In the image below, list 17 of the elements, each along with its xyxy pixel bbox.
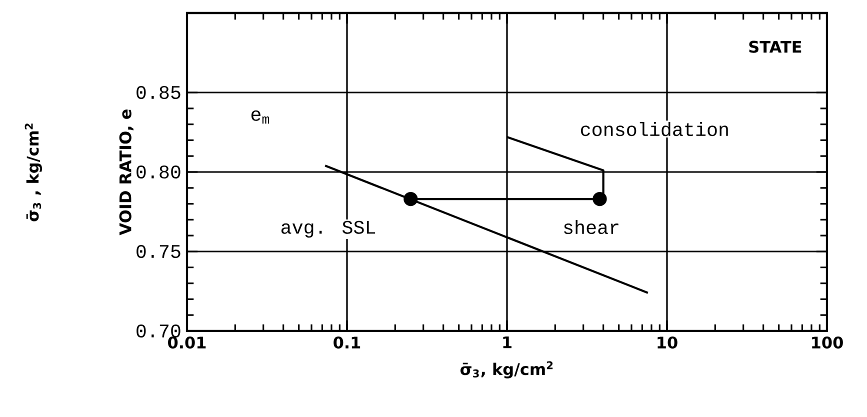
y-tick-label: 0.70 — [136, 324, 180, 338]
y-tick-label: 0.85 — [136, 86, 180, 100]
annotation: STATE — [749, 40, 802, 53]
y-tick-label: 0.75 — [136, 244, 180, 258]
x-tick-label: 100 — [812, 336, 843, 349]
x-tick-label: 0.1 — [334, 336, 360, 349]
x-tick-label: 10 — [658, 336, 678, 349]
y-axis-title: VOID RATIO, e — [119, 109, 134, 236]
x-tick-label: 0.01 — [168, 336, 206, 349]
annotation: avg. SSL — [281, 220, 376, 238]
annotation: e$_{m}$ — [251, 110, 270, 124]
y-tick-label: 0.80 — [136, 165, 180, 179]
annotation: consolidation — [581, 122, 728, 136]
x-axis-title: σ̄$_{3}$, kg/cm$^{2}$ — [460, 361, 553, 378]
x-tick-label: 1 — [503, 336, 512, 348]
text: σ̄$_{3}$ , kg/cm$^{2}$ — [24, 124, 42, 222]
annotation: shear — [564, 220, 618, 234]
